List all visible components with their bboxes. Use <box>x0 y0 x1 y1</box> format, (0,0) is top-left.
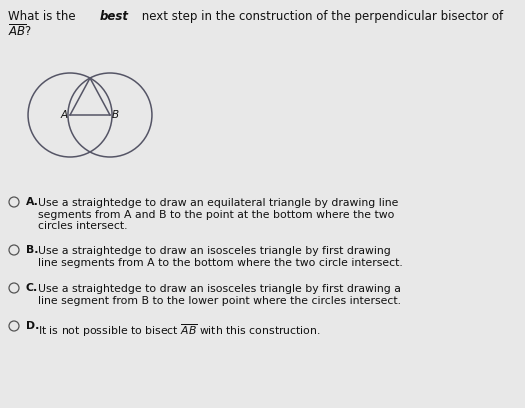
Text: $\overline{AB}$?: $\overline{AB}$? <box>8 23 32 39</box>
Text: next step in the construction of the perpendicular bisector of: next step in the construction of the per… <box>138 10 502 23</box>
Text: circles intersect.: circles intersect. <box>38 221 128 231</box>
Text: segments from A and B to the point at the bottom where the two: segments from A and B to the point at th… <box>38 209 394 220</box>
Text: B: B <box>112 110 119 120</box>
Text: Use a straightedge to draw an equilateral triangle by drawing line: Use a straightedge to draw an equilatera… <box>38 198 398 208</box>
Text: A.: A. <box>26 197 39 207</box>
Text: line segments from A to the bottom where the two circle intersect.: line segments from A to the bottom where… <box>38 257 403 268</box>
Text: Use a straightedge to draw an isosceles triangle by first drawing a: Use a straightedge to draw an isosceles … <box>38 284 401 294</box>
Text: best: best <box>100 10 129 23</box>
Text: It is not possible to bisect $\overline{AB}$ with this construction.: It is not possible to bisect $\overline{… <box>38 322 321 339</box>
Text: A: A <box>61 110 68 120</box>
Text: B.: B. <box>26 245 38 255</box>
Text: What is the: What is the <box>8 10 79 23</box>
Text: D.: D. <box>26 321 39 331</box>
Text: line segment from B to the lower point where the circles intersect.: line segment from B to the lower point w… <box>38 295 401 306</box>
Text: Use a straightedge to draw an isosceles triangle by first drawing: Use a straightedge to draw an isosceles … <box>38 246 391 256</box>
Text: C.: C. <box>26 283 38 293</box>
